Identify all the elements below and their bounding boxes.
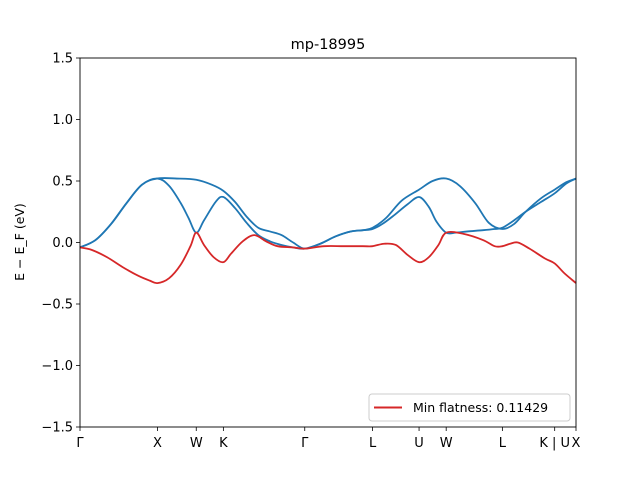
x-tick-label: X	[153, 436, 162, 451]
x-tick-label: Γ	[76, 436, 84, 451]
series-layer	[79, 177, 577, 285]
y-tick-label: −1.5	[41, 421, 73, 436]
x-tick-label: U	[414, 436, 424, 451]
y-tick-label: 0.5	[52, 175, 73, 190]
chart-title: mp-18995	[291, 37, 366, 53]
x-tick-label: K	[219, 436, 228, 451]
x-tick-label: L	[369, 436, 377, 451]
y-tick-label: 1.5	[52, 52, 73, 67]
legend-label: Min flatness: 0.11429	[413, 400, 548, 415]
x-tick-label: W	[440, 436, 453, 451]
y-axis-label: E − E_F (eV)	[12, 203, 27, 281]
y-tick-label: 1.0	[52, 113, 73, 128]
band-line-2	[79, 177, 577, 250]
y-tick-label: −1.0	[41, 359, 73, 374]
x-tick-label: K | U	[539, 436, 570, 451]
x-tick-label: Γ	[301, 436, 309, 451]
plot-frame	[79, 57, 577, 428]
x-tick-label: X	[572, 436, 581, 451]
x-tick-label: L	[499, 436, 507, 451]
y-tick-label: −0.5	[41, 298, 73, 313]
legend-box	[368, 393, 571, 422]
x-tick-label: W	[190, 436, 203, 451]
high-symmetry-lines	[158, 58, 555, 427]
y-axis-ticks: 1.5 1.0 0.5 0.0 −0.5 −1.0 −1.5	[41, 52, 80, 436]
y-tick-label: 0.0	[52, 236, 73, 251]
band-line-1	[79, 177, 577, 250]
legend: Min flatness: 0.11429	[368, 393, 571, 422]
band-line-3	[79, 230, 577, 285]
y-axis-label-text: E − E_F (eV)	[12, 203, 27, 281]
